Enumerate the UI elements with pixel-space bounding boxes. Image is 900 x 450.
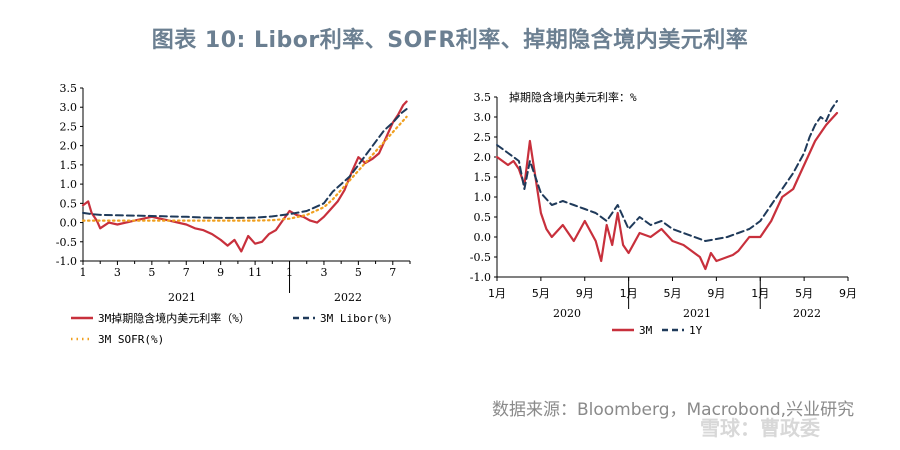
x-tick-label: 9月 [576, 287, 594, 300]
legend2-item: 3M [612, 324, 653, 337]
year-label: 2021 [168, 291, 196, 304]
y-tick-label: 3.0 [474, 111, 492, 124]
legend1-item: 3M SOFR(%) [71, 333, 164, 346]
watermark: 雪球：曹政委 [700, 416, 820, 440]
legend1-item: 3M掉期隐含境内美元利率（%） [71, 311, 250, 325]
y-tick-label: 0.0 [474, 231, 492, 244]
inner-title: 掉期隐含境内美元利率：% [509, 90, 637, 104]
y-tick-label: 2.5 [474, 131, 492, 144]
chart-1: 3.53.02.52.01.51.00.50.0-0.5-1.013579111… [56, 82, 411, 304]
x-tick-label: 1月 [488, 287, 506, 300]
chart-2: 3.53.02.52.01.51.00.50.0-0.5-1.01月 5月 9月 1月… [470, 90, 857, 320]
x-tick-label: 7 [183, 266, 190, 279]
y-tick-label: 1.0 [474, 191, 492, 204]
x-tick-label: 5 [148, 266, 155, 279]
y-tick-label: 3.0 [60, 101, 78, 114]
x-tick-label: 5月 [664, 287, 682, 300]
y-tick-label: 2.0 [474, 151, 492, 164]
y-tick-label: -0.5 [56, 236, 77, 249]
legend1-label: 3M Libor(%) [320, 312, 393, 325]
x-tick-label: 5月 [532, 287, 550, 300]
y-tick-label: 2.0 [60, 140, 78, 153]
x-tick-label: 7 [389, 266, 396, 279]
y-tick-label: 3.5 [60, 82, 78, 95]
legend2-label: 1Y [689, 324, 703, 337]
year-label: 2022 [793, 307, 821, 320]
page-title: 图表 10: Libor利率、SOFR利率、掉期隐含境内美元利率 [151, 28, 749, 53]
x-tick-label: 3 [114, 266, 121, 279]
legend1-label: 3M掉期隐含境内美元利率（%） [98, 311, 250, 325]
y-tick-label: -1.0 [56, 255, 77, 268]
series-line-3msofr [81, 115, 408, 222]
series-line-1y [496, 100, 838, 242]
legend2-label: 3M [639, 324, 653, 337]
x-tick-label: 9月 [707, 287, 725, 300]
legend1-item: 3M Libor(%) [293, 312, 393, 325]
y-tick-label: 0.5 [60, 197, 78, 210]
y-tick-label: -0.5 [470, 251, 491, 264]
x-tick-label: 3 [320, 266, 327, 279]
x-tick-label: 11 [248, 266, 262, 279]
legend2-item: 1Y [662, 324, 703, 337]
series-line-3mlibor [82, 108, 408, 219]
year-label: 2020 [553, 307, 581, 320]
series-line-3m [81, 100, 408, 253]
y-tick-label: 2.5 [60, 120, 78, 133]
y-tick-label: -1.0 [470, 271, 491, 284]
x-tick-label: 5月 [795, 287, 813, 300]
year-label: 2022 [334, 291, 362, 304]
legend1-label: 3M SOFR(%) [98, 333, 164, 346]
x-tick-label: 9 [217, 266, 224, 279]
x-tick-label: 9月 [839, 287, 857, 300]
y-tick-label: 0.5 [474, 211, 492, 224]
y-tick-label: 1.5 [474, 171, 492, 184]
series-line-3m [495, 111, 839, 271]
y-tick-label: 1.0 [60, 178, 78, 191]
y-tick-label: 3.5 [474, 91, 492, 104]
x-tick-label: 5 [355, 266, 362, 279]
x-tick-label: 1 [80, 266, 87, 279]
y-tick-label: 1.5 [60, 159, 78, 172]
year-label: 2021 [683, 307, 711, 320]
y-tick-label: 0.0 [60, 217, 78, 230]
source-note: 数据来源：Bloomberg，Macrobond,兴业研究 [492, 400, 855, 420]
